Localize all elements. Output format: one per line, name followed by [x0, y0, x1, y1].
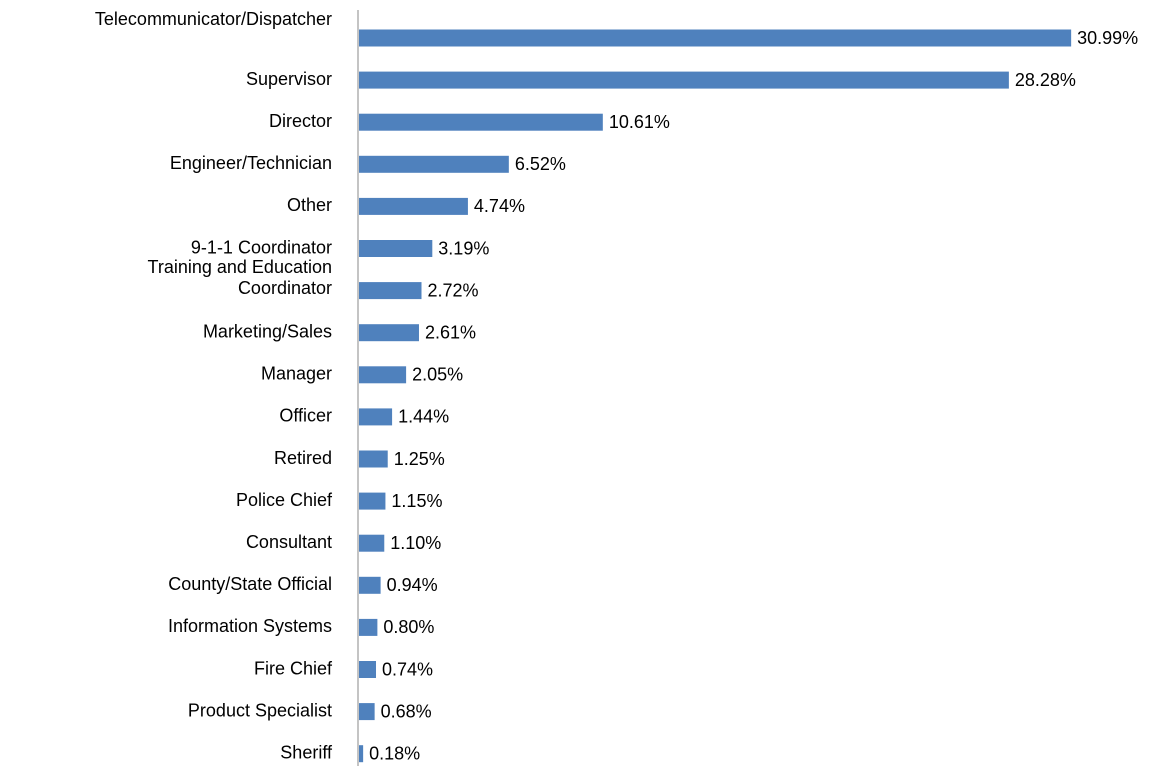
data-label: 0.80% [383, 617, 434, 637]
data-label: 3.19% [438, 238, 489, 258]
category-label: Retired [274, 448, 332, 468]
category-label: Information Systems [168, 616, 332, 636]
data-label: 1.44% [398, 407, 449, 427]
data-label: 0.74% [382, 659, 433, 679]
data-label: 6.52% [515, 154, 566, 174]
category-label: Product Specialist [188, 700, 332, 720]
bar [359, 661, 377, 678]
category-label: Training and Education Coordinator [148, 257, 332, 298]
bar [359, 366, 407, 384]
data-label: 1.10% [390, 533, 441, 553]
bar [359, 703, 375, 721]
data-label: 1.25% [394, 449, 445, 469]
data-label: 2.72% [428, 280, 479, 300]
data-label: 4.74% [474, 196, 525, 216]
bar [359, 324, 419, 342]
category-label: Engineer/Technician [170, 153, 332, 173]
bar [359, 113, 603, 131]
category-label: Officer [279, 406, 332, 426]
data-label: 2.61% [425, 322, 476, 342]
category-label: Fire Chief [254, 658, 333, 678]
bar [359, 408, 393, 426]
data-label: 1.15% [391, 491, 442, 511]
data-label: 0.68% [381, 701, 432, 721]
data-label: 30.99% [1077, 28, 1138, 48]
bar [359, 29, 1072, 47]
bar [359, 71, 1009, 89]
category-label: Consultant [246, 532, 332, 552]
bar [359, 745, 364, 763]
data-label: 0.94% [387, 575, 438, 595]
category-label: Director [269, 111, 332, 131]
category-label: 9-1-1 Coordinator [191, 237, 332, 257]
bar [359, 492, 386, 510]
bar [359, 576, 381, 594]
data-label: 0.18% [369, 743, 420, 763]
bar [359, 534, 385, 552]
category-label: Other [287, 195, 332, 215]
bar [359, 240, 433, 257]
category-label: County/State Official [168, 574, 332, 594]
bar [359, 197, 468, 215]
data-label: 2.05% [412, 365, 463, 385]
data-label: 10.61% [609, 112, 670, 132]
category-label: Police Chief [236, 490, 333, 510]
category-label: Supervisor [246, 69, 332, 89]
bar [359, 282, 422, 300]
category-label: Sheriff [280, 742, 333, 762]
category-label: Marketing/Sales [203, 321, 332, 341]
bar [359, 618, 378, 636]
bar [359, 450, 388, 468]
category-label: Telecommunicator/Dispatcher [95, 9, 332, 29]
category-label: Manager [261, 364, 332, 384]
bar [359, 155, 509, 173]
data-label: 28.28% [1015, 70, 1076, 90]
